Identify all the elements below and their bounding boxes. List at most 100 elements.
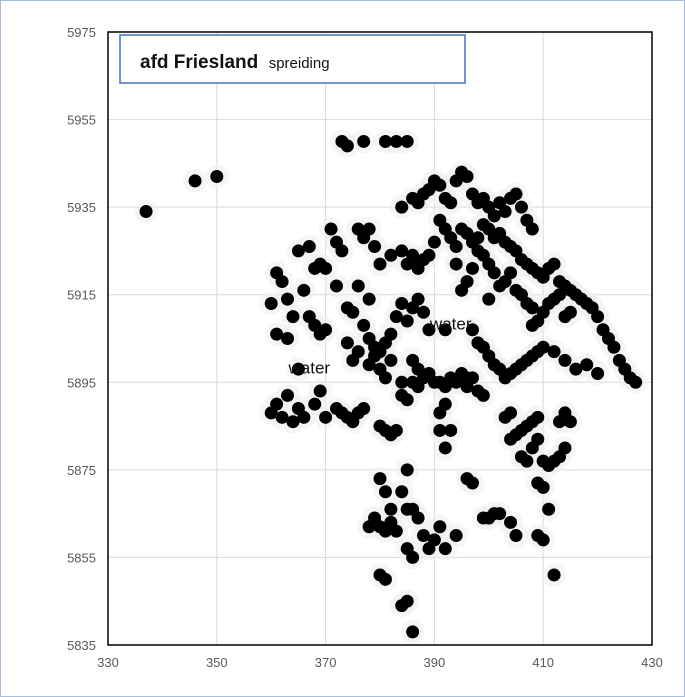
data-point	[438, 397, 452, 411]
tick-labels: 330 350 370 390 410 430 5975 5955 5935 5915 5895 58…	[67, 25, 663, 670]
y-tick-label: 5915	[67, 288, 96, 303]
title-box-border	[119, 34, 466, 84]
data-point	[270, 327, 284, 341]
data-point	[297, 410, 311, 424]
annotation-label: water	[429, 315, 472, 334]
data-point	[395, 244, 409, 258]
data-point	[340, 336, 354, 350]
data-point	[465, 323, 479, 337]
data-point	[346, 353, 360, 367]
data-point	[449, 257, 463, 271]
x-tick-label: 350	[206, 655, 228, 670]
data-point	[542, 502, 556, 516]
data-point	[438, 441, 452, 455]
y-tick-label: 5935	[67, 200, 96, 215]
data-point	[346, 305, 360, 319]
data-point	[281, 332, 295, 345]
data-point	[329, 279, 343, 293]
data-point	[482, 292, 496, 306]
data-point	[378, 485, 392, 499]
x-tick-label: 390	[424, 655, 446, 670]
data-point	[498, 410, 512, 424]
data-point	[433, 520, 447, 534]
y-tick-label: 5975	[67, 25, 96, 40]
data-point	[471, 231, 485, 245]
data-point	[525, 222, 539, 236]
data-point	[427, 235, 441, 249]
data-point	[297, 283, 311, 297]
data-point	[422, 323, 436, 337]
data-point	[400, 134, 414, 148]
data-point	[531, 432, 545, 446]
data-point	[368, 349, 382, 363]
data-point	[563, 305, 577, 319]
data-point	[286, 415, 300, 429]
data-point	[324, 222, 338, 236]
data-point	[514, 200, 528, 214]
data-point	[558, 441, 572, 455]
chart-subtitle: spreiding	[269, 55, 330, 72]
annotation-label: water	[287, 359, 330, 378]
data-point	[395, 485, 409, 499]
x-tick-label: 330	[97, 655, 119, 670]
data-point	[444, 423, 458, 437]
data-point	[264, 296, 278, 310]
data-point	[368, 240, 382, 254]
data-point	[427, 533, 441, 547]
data-point	[286, 310, 300, 324]
data-point	[357, 134, 371, 148]
data-point	[319, 410, 333, 424]
data-point	[509, 187, 523, 201]
data-point	[319, 323, 333, 337]
data-point	[411, 292, 425, 306]
data-point	[308, 397, 322, 411]
data-point	[378, 572, 392, 586]
data-point	[384, 327, 398, 341]
data-point	[389, 423, 403, 437]
x-tick-label: 410	[532, 655, 554, 670]
data-point	[400, 314, 414, 328]
data-point	[487, 209, 501, 223]
data-point	[395, 296, 409, 310]
data-point	[476, 388, 490, 402]
x-tick-label: 370	[315, 655, 337, 670]
data-point	[553, 288, 567, 302]
data-point	[525, 301, 539, 315]
data-point	[340, 139, 354, 153]
plot-area-border	[107, 31, 653, 646]
data-point	[313, 384, 327, 398]
data-point	[580, 358, 594, 372]
data-point	[438, 323, 452, 337]
data-point	[275, 410, 289, 424]
data-point	[406, 625, 420, 639]
data-point	[406, 248, 420, 262]
data-point	[395, 200, 409, 214]
data-point	[389, 310, 403, 324]
data-point	[357, 402, 371, 416]
data-point	[417, 305, 431, 319]
data-point	[455, 283, 469, 297]
data-point	[335, 244, 349, 258]
data-point	[449, 529, 463, 543]
data-point	[504, 266, 518, 280]
data-point	[569, 362, 583, 376]
data-point	[504, 515, 518, 529]
data-point	[362, 292, 376, 306]
data-point	[373, 472, 387, 486]
axes	[107, 31, 653, 646]
x-tick-label: 430	[641, 655, 663, 670]
data-point	[465, 476, 479, 490]
data-points	[134, 129, 648, 644]
data-point	[591, 367, 605, 381]
data-point	[384, 502, 398, 516]
data-point	[389, 134, 403, 148]
data-point	[411, 511, 425, 525]
title-box: afd Friesland spreiding	[119, 34, 466, 84]
data-point	[384, 353, 398, 367]
data-point	[547, 345, 561, 359]
data-point	[433, 423, 447, 437]
data-point	[378, 371, 392, 385]
data-point	[471, 336, 485, 350]
y-tick-label: 5855	[67, 550, 96, 565]
